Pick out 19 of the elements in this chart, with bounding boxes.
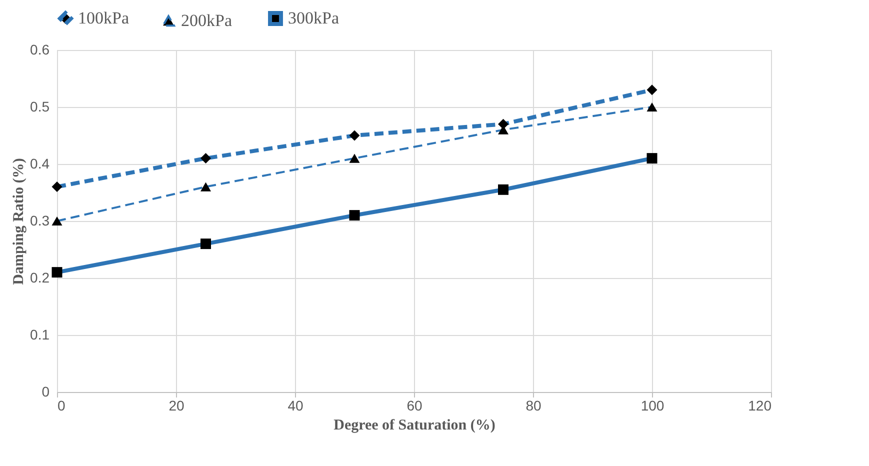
legend-label: 200kPa — [181, 10, 232, 30]
x-tick-label: 60 — [406, 398, 422, 414]
y-tick-label: 0.6 — [30, 42, 50, 58]
x-tick-label: 40 — [288, 398, 304, 414]
x-tick-label: 120 — [748, 398, 772, 414]
x-tick-label: 20 — [168, 398, 184, 414]
x-tick-label: 80 — [526, 398, 542, 414]
y-axis-title: Damping Ratio (%) — [11, 158, 28, 285]
x-tick-label: 0 — [58, 398, 66, 414]
legend-label: 300kPa — [288, 8, 340, 28]
y-tick-label: 0 — [42, 384, 50, 400]
y-tick-label: 0.5 — [30, 98, 50, 114]
x-tick-label: 100 — [640, 398, 664, 414]
x-axis-title: Degree of Saturation (%) — [334, 418, 496, 434]
legend-label: 100kPa — [78, 8, 130, 28]
y-tick-label: 0.2 — [30, 270, 50, 286]
y-tick-label: 0.4 — [30, 156, 50, 172]
y-tick-label: 0.1 — [30, 326, 50, 342]
y-tick-label: 0.3 — [30, 212, 50, 228]
